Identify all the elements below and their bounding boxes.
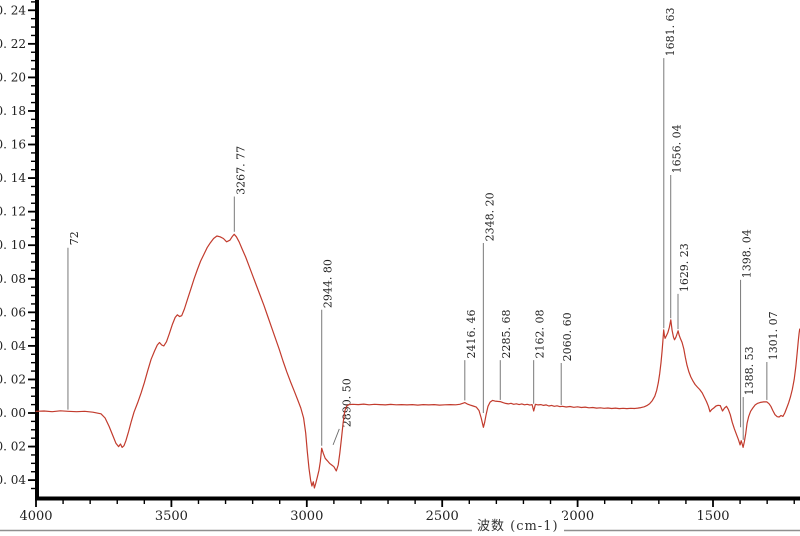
peak-label: 1398. 04 — [741, 229, 754, 278]
x-tick-label: 4000 — [19, 509, 52, 524]
peak-label: 2060. 60 — [561, 312, 574, 361]
peak-label: 2348. 20 — [483, 192, 496, 241]
peak-label: 1656. 04 — [671, 124, 684, 173]
peak-label: 2890. 50 — [340, 378, 353, 427]
y-tick-label: 0. 06 — [0, 305, 26, 319]
peak-leader — [332, 428, 340, 446]
y-tick-label: -0. 04 — [0, 473, 26, 487]
peak-label: 1301. 07 — [767, 311, 780, 360]
y-tick-label: 0. 22 — [0, 37, 26, 51]
y-tick-label: 0. 18 — [0, 104, 26, 118]
y-tick-label: -0. 02 — [0, 440, 26, 454]
y-tick-label: 0. 00 — [0, 406, 26, 420]
y-tick-label: 0. 08 — [0, 272, 26, 286]
peak-label: 2944. 80 — [322, 259, 335, 308]
y-tick-label: 0. 14 — [0, 171, 26, 185]
spectrum-curve — [35, 233, 800, 489]
y-tick-label: 0. 10 — [0, 238, 26, 252]
peak-label: 72 — [68, 231, 81, 245]
y-tick-label: 0. 04 — [0, 339, 26, 353]
y-tick-label: 0. 16 — [0, 138, 26, 152]
y-tick-label: 0. 24 — [0, 3, 26, 17]
peak-label: 2162. 08 — [534, 309, 547, 358]
x-tick-label: 1500 — [696, 509, 729, 524]
peak-label: 1629. 23 — [678, 243, 691, 292]
y-tick-label: 0. 20 — [0, 70, 26, 84]
x-tick-label: 3000 — [290, 509, 323, 524]
x-tick-label: 2000 — [561, 509, 594, 524]
x-axis-title: 波数 (cm-1) — [472, 515, 564, 534]
peak-label: 1681. 63 — [664, 7, 677, 56]
peak-label: 2285. 68 — [500, 309, 513, 358]
x-tick-label: 2500 — [426, 509, 459, 524]
y-tick-label: 0. 12 — [0, 205, 26, 219]
y-tick-label: 0. 02 — [0, 372, 26, 386]
peak-label: 3267. 77 — [234, 146, 247, 195]
x-tick-label: 3500 — [155, 509, 188, 524]
peak-label: 1388. 53 — [743, 346, 756, 395]
peak-label: 2416. 46 — [465, 309, 478, 358]
